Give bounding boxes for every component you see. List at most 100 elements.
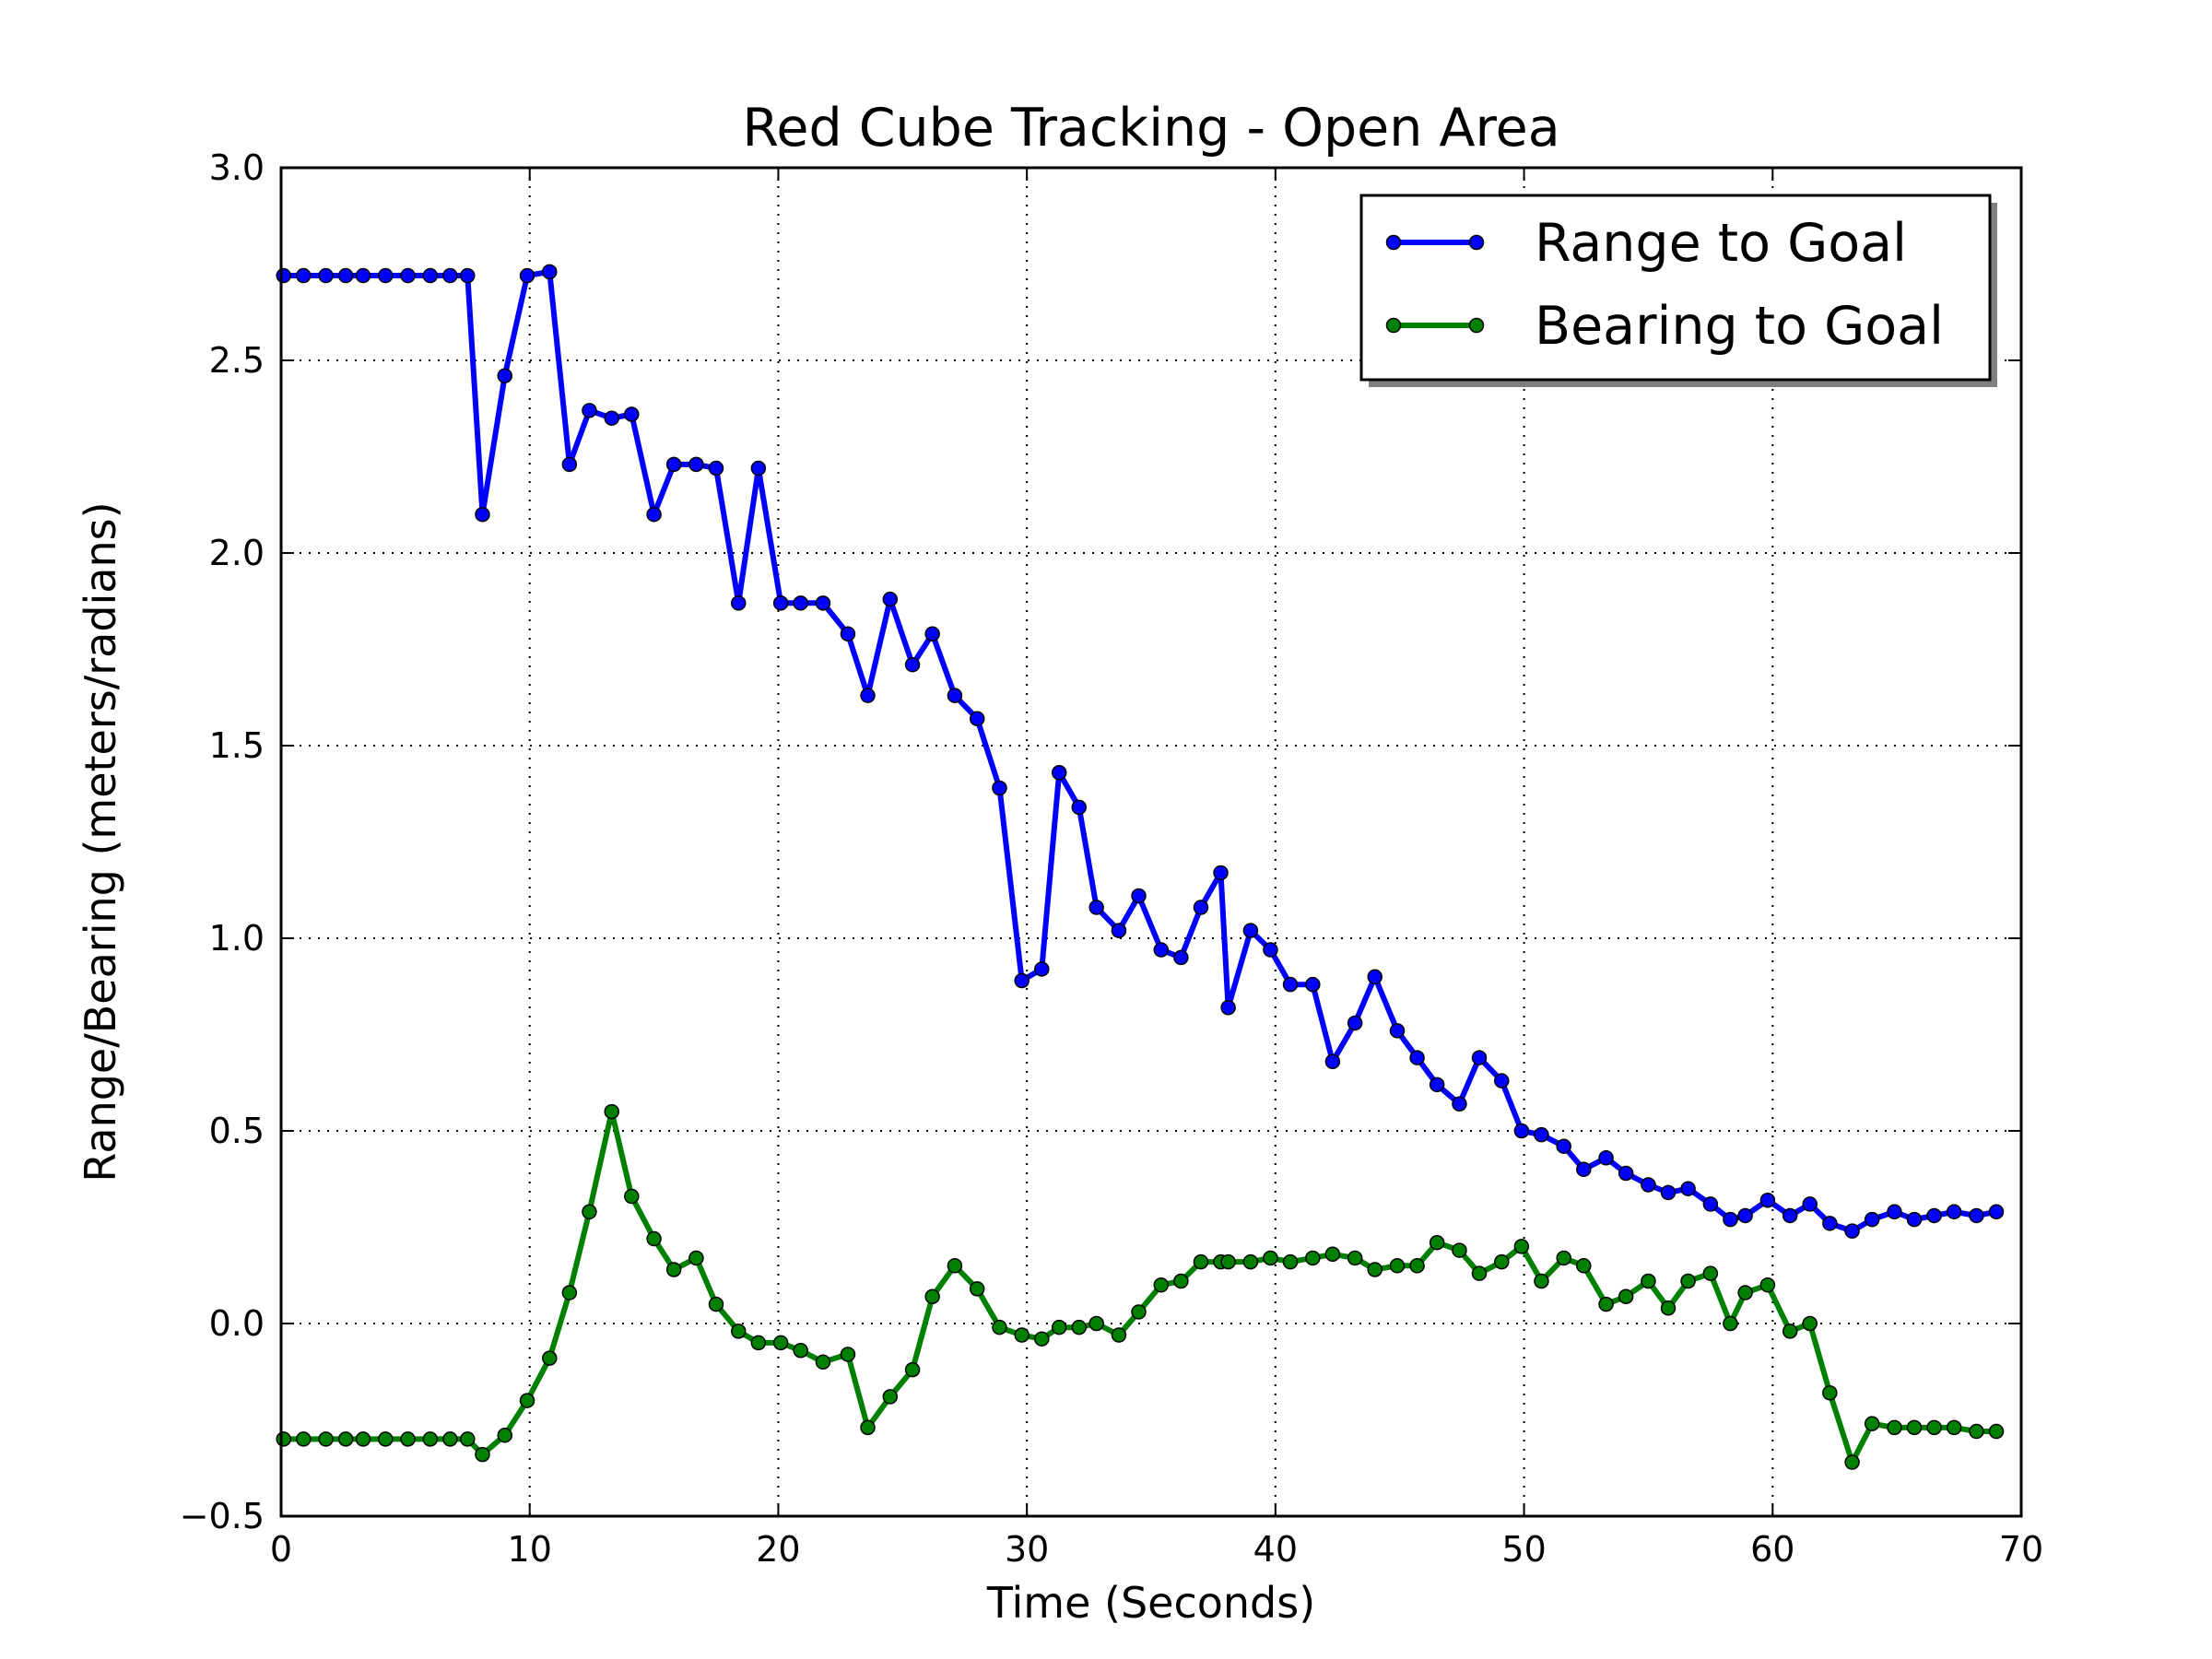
data-point	[947, 688, 963, 703]
data-point	[497, 1427, 512, 1443]
data-point	[1969, 1207, 1984, 1224]
data-point	[355, 1431, 371, 1447]
axis-ticks: 0 10 20 30 40 50 60 70 −0.5 0.0 0.5 1.0 1.5 2.0 2.5 3.0	[180, 147, 2043, 1570]
legend-marker	[1468, 317, 1485, 334]
data-point	[815, 595, 831, 611]
x-tick-label: 10	[508, 1529, 552, 1570]
data-point	[1389, 1023, 1406, 1039]
data-point	[1641, 1177, 1656, 1193]
data-point	[475, 1446, 490, 1463]
data-point	[422, 1431, 439, 1447]
data-point	[1702, 1196, 1719, 1212]
data-point	[542, 264, 558, 280]
data-point	[1680, 1273, 1696, 1289]
data-point	[969, 711, 985, 726]
data-point	[1305, 1250, 1321, 1266]
data-point	[688, 456, 704, 473]
chart-title: Red Cube Tracking - Open Area	[742, 98, 1559, 159]
data-point	[665, 1262, 682, 1277]
data-point	[1034, 1331, 1050, 1347]
data-point	[840, 626, 856, 642]
data-point	[1494, 1073, 1510, 1088]
data-point	[646, 506, 662, 523]
data-point	[1471, 1265, 1488, 1281]
data-point	[1556, 1138, 1571, 1154]
data-point	[924, 1288, 940, 1304]
data-point	[1513, 1239, 1530, 1254]
data-point	[1282, 1253, 1299, 1270]
x-tick-label: 60	[1750, 1529, 1794, 1570]
data-point	[582, 1204, 597, 1220]
x-tick-label: 0	[270, 1529, 292, 1570]
data-point	[1071, 1319, 1088, 1335]
data-point	[1242, 1253, 1259, 1270]
data-point	[1389, 1258, 1406, 1274]
data-point	[731, 1324, 747, 1339]
data-point	[1071, 799, 1088, 816]
series-line	[283, 1109, 1996, 1465]
x-tick-label: 40	[1253, 1529, 1298, 1570]
y-tick-label: 1.5	[209, 725, 265, 766]
data-point	[422, 267, 439, 284]
data-point	[1014, 972, 1030, 989]
data-point	[731, 595, 747, 611]
data-point	[276, 1431, 291, 1447]
data-point	[1367, 969, 1382, 985]
data-point	[1723, 1211, 1738, 1228]
data-point	[1111, 1327, 1127, 1343]
data-point	[337, 1431, 354, 1447]
data-point	[882, 1389, 899, 1405]
data-point	[604, 1103, 619, 1120]
data-point	[604, 410, 619, 426]
data-point	[1220, 1253, 1236, 1270]
data-point	[1759, 1192, 1776, 1208]
data-point	[1534, 1126, 1549, 1143]
data-point	[1680, 1181, 1696, 1196]
legend-label: Range to Goal	[1535, 213, 1907, 274]
data-point	[1452, 1096, 1467, 1112]
data-point	[318, 1431, 334, 1447]
data-point	[1737, 1285, 1753, 1300]
data-point	[1802, 1315, 1818, 1332]
data-point	[1242, 923, 1259, 938]
data-point	[1906, 1211, 1923, 1228]
data-point	[924, 626, 940, 642]
data-point	[1822, 1216, 1838, 1231]
grid-lines	[281, 168, 2021, 1516]
data-point	[1864, 1416, 1880, 1431]
data-point	[561, 1285, 578, 1300]
data-point	[624, 406, 640, 422]
data-point	[1409, 1050, 1425, 1065]
data-point	[860, 1419, 876, 1436]
data-point	[519, 1393, 535, 1408]
data-point	[992, 780, 1007, 796]
data-point	[355, 267, 371, 284]
series-layer	[276, 264, 2005, 1470]
legend-marker	[1468, 234, 1485, 251]
data-point	[1946, 1204, 1962, 1220]
data-point	[772, 1335, 789, 1351]
data-point	[882, 591, 899, 607]
data-point	[561, 456, 578, 473]
data-point	[276, 267, 291, 284]
data-point	[992, 1319, 1007, 1335]
x-axis-label: Time (Seconds)	[986, 1578, 1315, 1628]
data-point	[519, 267, 535, 284]
data-point	[1844, 1223, 1860, 1239]
data-point	[1153, 942, 1170, 958]
x-tick-label: 50	[1501, 1529, 1546, 1570]
series-1	[276, 264, 2005, 1239]
data-point	[1534, 1273, 1549, 1289]
data-point	[1471, 1050, 1488, 1065]
data-point	[1034, 961, 1050, 977]
data-point	[793, 1343, 808, 1359]
data-point	[1111, 923, 1127, 938]
data-point	[442, 1431, 458, 1447]
data-point	[750, 460, 767, 477]
y-tick-label: 3.0	[209, 147, 265, 188]
data-point	[1220, 999, 1236, 1016]
data-point	[1131, 888, 1147, 904]
data-point	[400, 267, 416, 284]
data-point	[840, 1347, 856, 1362]
